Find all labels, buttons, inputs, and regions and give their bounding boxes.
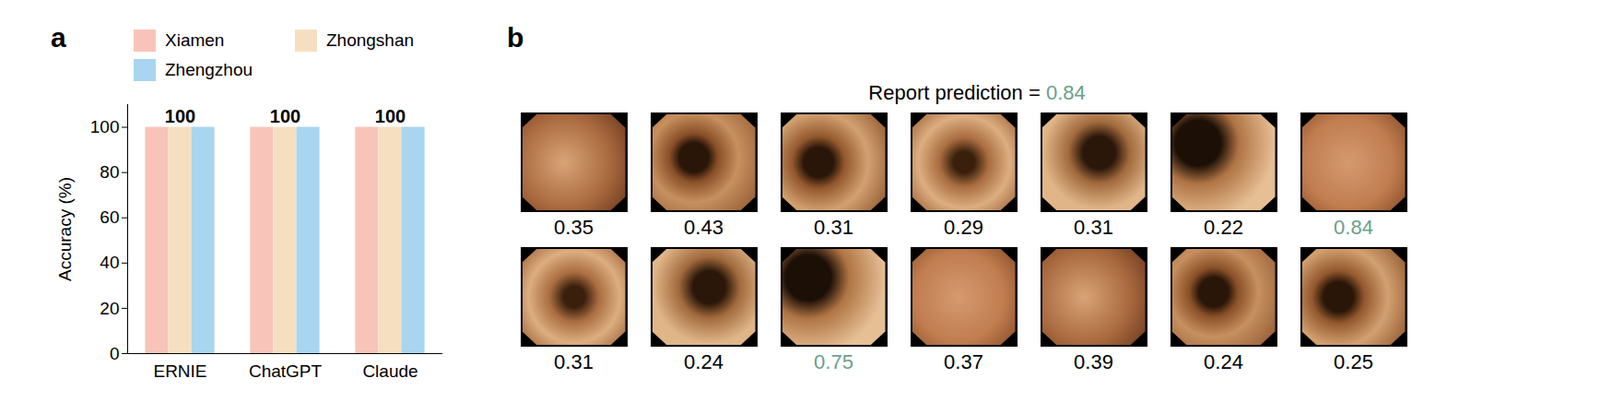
html-text:0.75: 0.75 xyxy=(813,350,854,374)
html-text:0.24: 0.24 xyxy=(1203,350,1244,374)
html-text:Zhengzhou: Zhengzhou xyxy=(164,59,253,80)
svg-text:Accuracy (%): Accuracy (%) xyxy=(55,176,75,282)
html-text:0.31: 0.31 xyxy=(813,215,854,239)
html-text:b: b xyxy=(506,22,524,53)
html-text:0.24: 0.24 xyxy=(683,350,724,374)
html-text:0.31: 0.31 xyxy=(554,350,594,374)
svg-text:ChatGPT: ChatGPT xyxy=(248,361,323,381)
html-text:0.39: 0.39 xyxy=(1073,350,1114,374)
html-text:a: a xyxy=(50,22,67,53)
svg-text:ERNIE: ERNIE xyxy=(152,361,207,381)
svg-text:20: 20 xyxy=(99,297,119,318)
html-text:0.22: 0.22 xyxy=(1203,215,1244,239)
svg-text:100: 100 xyxy=(164,105,196,127)
html-text:Zhongshan: Zhongshan xyxy=(326,30,414,50)
svg-text:0: 0 xyxy=(109,343,120,364)
svg-text:100: 100 xyxy=(270,105,301,127)
html-text:0.25: 0.25 xyxy=(1333,350,1374,374)
html-text:0.31: 0.31 xyxy=(1073,215,1114,239)
html-text:0.43: 0.43 xyxy=(683,215,724,239)
html-text:0.29: 0.29 xyxy=(943,215,984,239)
html-text:0.84: 0.84 xyxy=(1333,215,1374,239)
svg-text:40: 40 xyxy=(99,252,119,272)
svg-text:60: 60 xyxy=(99,207,119,227)
html-text:Xiamen: Xiamen xyxy=(164,30,225,50)
svg-text:80: 80 xyxy=(99,162,119,182)
html-text:0.35: 0.35 xyxy=(554,215,594,239)
svg-text:100: 100 xyxy=(375,105,406,127)
svg-text:100: 100 xyxy=(90,117,120,137)
svg-text:Claude: Claude xyxy=(362,361,418,381)
html-text:Report prediction = 0.84: Report prediction = 0.84 xyxy=(868,81,1086,105)
html-text:0.37: 0.37 xyxy=(943,350,984,374)
